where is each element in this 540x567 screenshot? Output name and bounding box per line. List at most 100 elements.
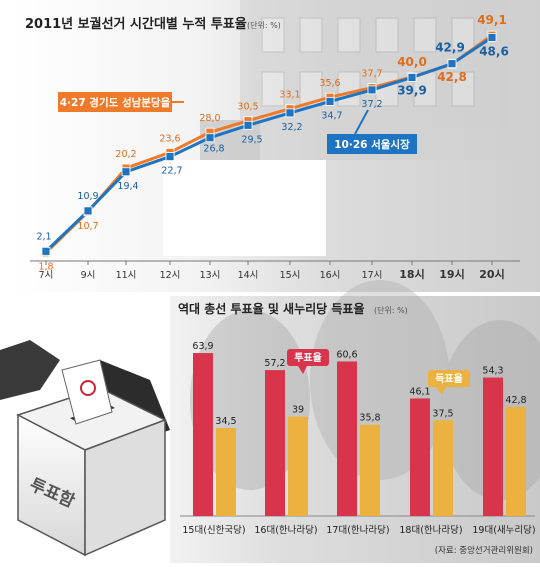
label-turnout: 60,6 (336, 349, 357, 360)
point-seoul (243, 120, 253, 130)
top-data-labels: 1,8 10,7 20,2 23,6 28,0 30,5 33,1 35,6 37,7 40,0 4… (36, 13, 508, 273)
top-chart-title: 2011년 보궐선거 시간대별 누적 투표율 (25, 16, 247, 32)
point-seoul (41, 246, 51, 256)
point-seoul (121, 167, 131, 177)
label-turnout: 54,3 (482, 366, 503, 377)
bottom-x-tick-label: 19대(새누리당) (472, 525, 535, 536)
top-series-lines (41, 30, 497, 258)
label-seongnam: 33,1 (279, 90, 300, 101)
label-turnout: 46,1 (409, 386, 430, 397)
label-seongnam: 28,0 (199, 113, 220, 124)
bottom-x-tick-label: 17대(한나라당) (326, 525, 389, 536)
bottom-chart-unit: (단위: %) (374, 305, 408, 315)
legend-turnout-label: 투표율 (294, 352, 322, 364)
bar-turnout (483, 377, 503, 516)
label-seoul: 19,4 (117, 181, 138, 192)
bar-vote (506, 406, 526, 516)
label-seongnam: 30,5 (237, 102, 258, 113)
point-seoul (407, 73, 417, 82)
top-x-tick-label: 7시 (39, 270, 54, 281)
bar-turnout (193, 353, 213, 516)
legend-turnout-swatch (287, 349, 329, 366)
label-vote: 37,5 (432, 408, 453, 419)
point-seoul (367, 85, 377, 95)
label-seongnam: 37,7 (361, 69, 382, 80)
label-seoul: 22,7 (161, 166, 182, 177)
label-seongnam: 40,0 (397, 55, 427, 69)
bottom-bars (180, 353, 535, 517)
top-x-tick-label: 19시 (439, 268, 464, 281)
bar-vote (288, 416, 308, 516)
label-seoul: 32,2 (281, 122, 302, 133)
label-seoul: 29,5 (241, 134, 262, 145)
point-seoul (165, 152, 175, 161)
top-x-tick-label: 14시 (238, 270, 259, 281)
legend-orange-swatch (58, 92, 172, 112)
bottom-x-tick-label: 16대(한나라당) (254, 525, 317, 536)
bottom-chart-title: 역대 총선 투표율 및 새누리당 득표율 (178, 301, 365, 316)
bar-turnout (337, 361, 357, 516)
legend-orange: 4·27 경기도 성남분당을 (58, 92, 184, 112)
label-seoul: 26,8 (203, 144, 224, 155)
bar-turnout (265, 370, 285, 516)
top-x-tick-label: 20시 (479, 268, 504, 281)
point-seoul (447, 59, 457, 69)
label-seongnam: 35,6 (319, 78, 340, 89)
legend-vote: 득표율 (428, 370, 470, 395)
label-seongnam: 42,8 (437, 70, 467, 84)
label-vote: 34,5 (215, 416, 236, 427)
label-vote: 42,8 (505, 395, 526, 406)
top-x-tick-label: 12시 (160, 270, 181, 281)
building-backdrop (200, 0, 540, 160)
label-vote: 39 (292, 405, 304, 416)
label-seongnam: 10,7 (77, 221, 98, 232)
legend-vote-swatch (428, 370, 470, 387)
label-seoul: 2,1 (36, 231, 51, 242)
legend-blue: 10·26 서울시장 (327, 109, 417, 154)
bar-vote (216, 428, 236, 516)
series-line-seoul (44, 36, 493, 253)
bar-vote (360, 424, 380, 516)
top-x-tick-label: 18시 (399, 268, 424, 281)
label-seoul: 37,2 (361, 99, 382, 110)
label-turnout: 57,2 (264, 358, 285, 369)
bar-vote (433, 420, 453, 516)
legend-blue-label: 10·26 서울시장 (334, 138, 410, 151)
label-turnout: 63,9 (192, 341, 213, 352)
top-x-tick-label: 13시 (200, 270, 221, 281)
legend-turnout: 투표율 (287, 349, 329, 374)
top-x-tick-label: 16시 (320, 270, 341, 281)
top-chart-unit: (단위: %) (247, 20, 281, 30)
point-seoul (325, 96, 335, 106)
point-seoul (205, 133, 215, 143)
label-seoul: 39,9 (397, 83, 427, 97)
label-seongnam: 23,6 (159, 133, 180, 144)
label-seoul: 42,9 (435, 41, 465, 55)
top-x-tick-label: 11시 (116, 270, 137, 281)
point-seoul (487, 33, 497, 42)
legend-vote-label: 득표율 (435, 373, 463, 385)
ballot-box-illustration: 투표함 (0, 340, 170, 557)
bottom-labels: 63,9 34,5 15대(신한국당) 57,2 39 16대(한나라당) 60,6 35,8… (182, 341, 535, 536)
bar-turnout (410, 398, 430, 516)
label-seongnam: 49,1 (477, 13, 507, 27)
legend-orange-label: 4·27 경기도 성남분당을 (60, 96, 171, 109)
label-seongnam: 1,8 (38, 262, 53, 273)
source-note: (자료: 중앙선거관리위원회) (435, 545, 533, 556)
top-x-tick-label: 15시 (280, 270, 301, 281)
label-seongnam: 20,2 (115, 149, 136, 160)
bottom-x-tick-label: 15대(신한국당) (182, 525, 245, 536)
label-seoul: 48,6 (479, 44, 509, 58)
label-seoul: 34,7 (321, 110, 342, 121)
point-seoul (285, 108, 295, 118)
top-x-axis: 7시 9시 11시 12시 13시 14시 15시 16시 17시 18시 19시 20시 (30, 260, 520, 281)
top-x-tick-label: 9시 (81, 270, 96, 281)
blank-inset (163, 160, 326, 256)
point-seoul (83, 206, 93, 216)
legend-blue-swatch (327, 134, 417, 154)
label-seoul: 10,9 (77, 191, 98, 202)
label-vote: 35,8 (359, 413, 380, 424)
top-x-tick-label: 17시 (362, 270, 383, 281)
